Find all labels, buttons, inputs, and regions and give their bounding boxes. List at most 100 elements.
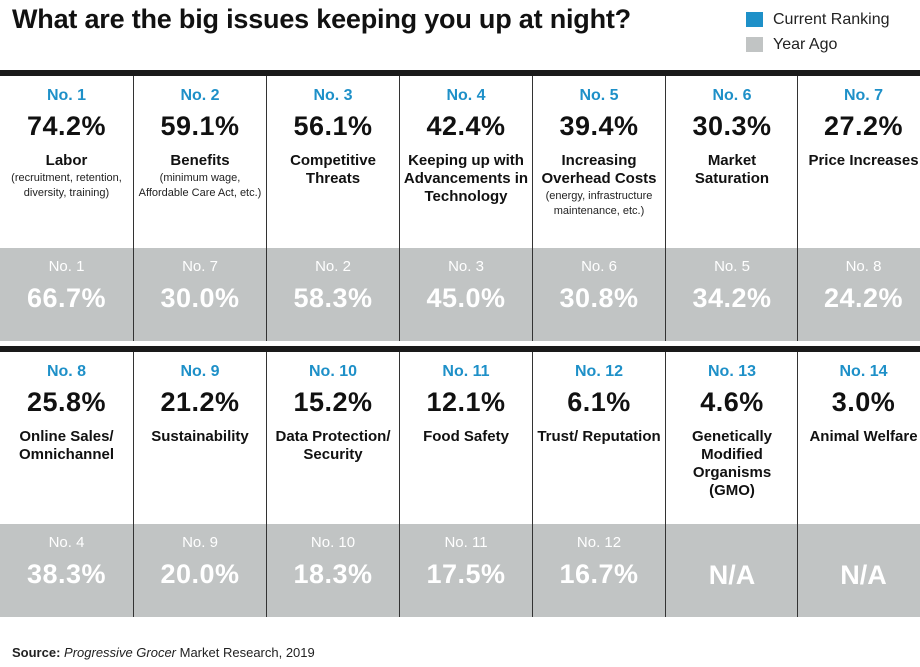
year-ago-rank: No. 12 (576, 534, 622, 551)
current-rank: No. 3 (313, 87, 353, 104)
legend-label-current: Current Ranking (773, 10, 890, 28)
year-ago-rank: No. 11 (444, 534, 488, 551)
issue-label: Online Sales/ Omnichannel (18, 428, 115, 463)
page-title: What are the big issues keeping you up a… (12, 4, 631, 34)
year-ago-percent: 66.7% (26, 283, 107, 313)
current-ranking-block: No. 4 42.4% Keeping up with Advancements i… (400, 76, 532, 248)
issue-label: Keeping up with Advancements in Technolo… (403, 152, 529, 205)
legend-label-year-ago: Year Ago (773, 35, 838, 53)
current-ranking-block: No. 10 15.2% Data Protection/ Security (267, 352, 399, 524)
year-ago-block: N/A (666, 524, 798, 617)
year-ago-percent: 20.0% (160, 559, 240, 589)
current-rank: No. 11 (442, 363, 490, 380)
year-ago-block: No. 10 18.3% (267, 524, 399, 617)
year-ago-block: N/A (798, 524, 920, 617)
year-ago-rank: No. 6 (581, 258, 617, 275)
current-ranking-block: No. 2 59.1% Benefits (minimum wage, Afforda… (134, 76, 266, 248)
current-percent: 3.0% (831, 387, 896, 417)
year-ago-block: No. 7 30.0% (134, 248, 266, 341)
year-ago-block: No. 2 58.3% (267, 248, 399, 341)
source-rest: Market Research, 2019 (176, 645, 315, 660)
current-rank: No. 13 (707, 363, 756, 380)
current-rank: No. 1 (46, 87, 87, 104)
current-percent: 21.2% (160, 387, 240, 417)
year-ago-rank: No. 4 (48, 534, 85, 551)
current-ranking-block: No. 3 56.1% Competitive Threats (267, 76, 399, 248)
year-ago-rank: No. 10 (310, 534, 356, 551)
issue-cell: No. 10 15.2% Data Protection/ Security No. … (266, 352, 399, 617)
legend: Current Ranking Year Ago (746, 7, 890, 57)
current-ranking-block: No. 9 21.2% Sustainability (134, 352, 266, 524)
issue-cell: No. 5 39.4% Increasing Overhead Costs (ener… (532, 76, 665, 341)
year-ago-percent: 58.3% (293, 283, 373, 313)
issue-cell: No. 2 59.1% Benefits (minimum wage, Afforda… (133, 76, 266, 341)
issue-note: (recruitment, retention, diversity, trai… (11, 172, 122, 199)
current-ranking-block: No. 1 74.2% Labor (recruitment, retention, … (0, 76, 133, 248)
year-ago-block: No. 5 34.2% (666, 248, 798, 341)
legend-swatch-current (746, 12, 763, 27)
current-ranking-block: No. 6 30.3% Market Saturation (666, 76, 798, 248)
current-percent: 4.6% (700, 387, 764, 417)
issue-label: Market Saturation (694, 152, 770, 187)
issue-label: Price Increases (808, 152, 919, 169)
year-ago-percent: N/A (708, 560, 756, 590)
current-ranking-block: No. 14 3.0% Animal Welfare (798, 352, 920, 524)
current-percent: 42.4% (426, 111, 506, 141)
current-percent: 12.1% (426, 387, 506, 417)
source-publication: Progressive Grocer (64, 645, 177, 660)
current-rank: No. 10 (308, 363, 357, 380)
year-ago-block: No. 8 24.2% (798, 248, 920, 341)
year-ago-percent: 17.5% (426, 559, 506, 589)
year-ago-rank: No. 2 (315, 258, 351, 275)
current-percent: 74.2% (26, 111, 107, 141)
issue-label: Competitive Threats (290, 152, 376, 187)
current-percent: 59.1% (160, 111, 240, 141)
legend-item-current: Current Ranking (746, 7, 890, 32)
year-ago-block: No. 12 16.7% (533, 524, 665, 617)
year-ago-rank: No. 9 (182, 534, 218, 551)
issue-label: Increasing Overhead Costs (541, 152, 657, 187)
year-ago-rank: No. 5 (714, 258, 750, 275)
current-rank: No. 14 (839, 363, 888, 380)
legend-swatch-year-ago (746, 37, 763, 52)
current-rank: No. 6 (712, 87, 752, 104)
current-rank: No. 2 (180, 87, 220, 104)
issue-cell: No. 11 12.1% Food Safety No. 11 17.5% (399, 352, 532, 617)
current-rank: No. 8 (46, 363, 87, 380)
issue-label: Food Safety (423, 428, 509, 445)
issue-label: Sustainability (151, 428, 249, 445)
year-ago-percent: 45.0% (426, 283, 506, 313)
issue-label: Labor (45, 152, 88, 169)
year-ago-percent: 16.7% (559, 559, 639, 589)
issue-label: Data Protection/ Security (275, 428, 391, 463)
ranking-grid: No. 1 74.2% Labor (recruitment, retention, … (0, 70, 920, 635)
current-percent: 27.2% (823, 111, 904, 141)
issue-cell: No. 12 6.1% Trust/ Reputation No. 12 16.7% (532, 352, 665, 617)
current-ranking-block: No. 13 4.6% Genetically Modified Organisms… (666, 352, 798, 524)
year-ago-percent: 34.2% (692, 283, 772, 313)
year-ago-block: No. 11 17.5% (400, 524, 532, 617)
current-ranking-block: No. 5 39.4% Increasing Overhead Costs (ener… (533, 76, 665, 248)
issue-cell: No. 9 21.2% Sustainability No. 9 20.0% (133, 352, 266, 617)
issue-cell: No. 4 42.4% Keeping up with Advancements i… (399, 76, 532, 341)
issue-label: Trust/ Reputation (537, 428, 661, 445)
issue-cell: No. 6 30.3% Market Saturation No. 5 34.2% (665, 76, 798, 341)
issue-cell: No. 13 4.6% Genetically Modified Organisms… (665, 352, 798, 617)
current-ranking-block: No. 11 12.1% Food Safety (400, 352, 532, 524)
year-ago-block: No. 4 38.3% (0, 524, 133, 617)
source-label: Source: (12, 645, 61, 660)
ranking-row: No. 8 25.8% Online Sales/ Omnichannel No. 4… (0, 346, 920, 617)
current-percent: 25.8% (26, 387, 107, 417)
year-ago-percent: N/A (840, 560, 887, 590)
year-ago-block: No. 3 45.0% (400, 248, 532, 341)
current-percent: 30.3% (692, 111, 772, 141)
current-percent: 39.4% (559, 111, 639, 141)
current-ranking-block: No. 8 25.8% Online Sales/ Omnichannel (0, 352, 133, 524)
current-rank: No. 4 (446, 87, 486, 104)
current-percent: 15.2% (293, 387, 373, 417)
issue-cell: No. 14 3.0% Animal Welfare N/A (797, 352, 920, 617)
current-ranking-block: No. 7 27.2% Price Increases (798, 76, 920, 248)
year-ago-rank: No. 3 (448, 258, 484, 275)
year-ago-percent: 24.2% (823, 283, 904, 313)
issue-note: (energy, infrastructure maintenance, etc… (545, 190, 653, 217)
